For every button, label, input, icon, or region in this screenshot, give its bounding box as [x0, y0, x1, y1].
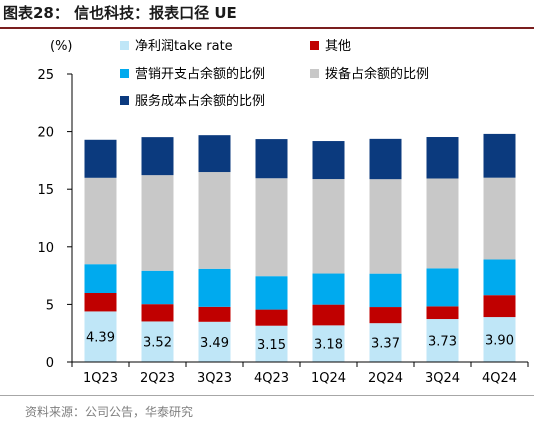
bar-segment	[426, 306, 459, 320]
bar-segment	[255, 276, 288, 310]
data-label: 3.37	[371, 337, 400, 352]
bar-segment	[426, 268, 459, 307]
bar-segment	[255, 325, 288, 362]
legend-swatch	[310, 69, 319, 78]
bar-segment	[141, 137, 174, 176]
bar-segment	[369, 138, 402, 180]
bar-segment	[426, 137, 459, 179]
legend-label: 营销开支占余额的比例	[135, 66, 265, 82]
x-tick-label: 2Q24	[368, 371, 403, 386]
bar-segment	[483, 177, 516, 260]
bar-segment	[84, 311, 117, 362]
bar-segment	[255, 309, 288, 326]
data-label: 3.52	[143, 336, 172, 351]
x-tick-label: 1Q23	[83, 371, 118, 386]
bar-segment	[312, 273, 345, 305]
bar-segment	[369, 179, 402, 274]
bar-segment	[84, 292, 117, 312]
y-tick-label: 10	[37, 241, 54, 256]
bar-segment	[369, 323, 402, 362]
bar-segment	[84, 177, 117, 265]
footer-divider	[0, 395, 534, 396]
x-tick-label: 4Q23	[254, 371, 289, 386]
bar-segment	[198, 135, 231, 173]
bar-segment	[483, 317, 516, 362]
data-label: 3.90	[485, 334, 514, 349]
bar-segment	[369, 307, 402, 324]
y-tick-label: 25	[37, 68, 54, 83]
bar-segment	[312, 179, 345, 274]
legend-swatch	[120, 96, 129, 105]
x-tick-label: 2Q23	[140, 371, 175, 386]
bar-segment	[483, 295, 516, 318]
bar-segment	[141, 304, 174, 322]
y-axis-label: (%)	[50, 39, 73, 54]
y-tick-label: 5	[46, 298, 54, 313]
bar-segment	[483, 259, 516, 296]
data-label: 3.49	[200, 336, 229, 351]
legend-label: 其他	[325, 39, 351, 54]
bar-segment	[255, 178, 288, 277]
bar-segment	[198, 306, 231, 322]
y-tick-label: 20	[37, 126, 54, 141]
legend-label: 服务成本占余额的比例	[135, 93, 265, 109]
bar-segment	[198, 172, 231, 269]
bar-segment	[426, 319, 459, 362]
figure-title: 图表28： 信也科技：报表口径 UE	[3, 4, 237, 22]
y-tick-label: 15	[37, 183, 54, 198]
source-note: 资料来源：公司公告，华泰研究	[25, 405, 194, 419]
x-tick-label: 3Q24	[425, 371, 460, 386]
legend-swatch	[120, 69, 129, 78]
bar-segment	[141, 175, 174, 271]
data-label: 3.15	[257, 338, 286, 353]
x-tick-label: 3Q23	[197, 371, 232, 386]
y-tick-label: 0	[46, 356, 54, 371]
bar-segment	[198, 321, 231, 362]
legend-label: 净利润take rate	[135, 39, 233, 54]
bar-segment	[369, 273, 402, 308]
legend-swatch	[120, 41, 129, 50]
data-label: 3.73	[428, 335, 457, 350]
plot-area: 0 5 10 15 20 25 1Q23 2Q23 3Q23 4Q23 1Q24 2Q24 3Q24 4Q…	[37, 68, 529, 386]
bar-segment	[198, 268, 231, 307]
bar-segment	[312, 304, 345, 326]
title-divider	[0, 27, 534, 29]
bar-segment	[312, 141, 345, 180]
bar-segment	[84, 264, 117, 293]
bar-segment	[426, 178, 459, 269]
bar-segment	[312, 325, 345, 362]
legend-swatch	[310, 41, 319, 50]
bar-segment	[84, 139, 117, 178]
bar-segment	[255, 139, 288, 179]
x-tick-label: 1Q24	[311, 371, 346, 386]
data-label: 4.39	[86, 331, 115, 346]
bar-segment	[141, 270, 174, 305]
bar-segment	[483, 133, 516, 178]
data-label: 3.18	[314, 338, 343, 353]
x-tick-label: 4Q24	[482, 371, 517, 386]
bar-segment	[141, 321, 174, 362]
legend-label: 拨备占余额的比例	[325, 66, 429, 82]
